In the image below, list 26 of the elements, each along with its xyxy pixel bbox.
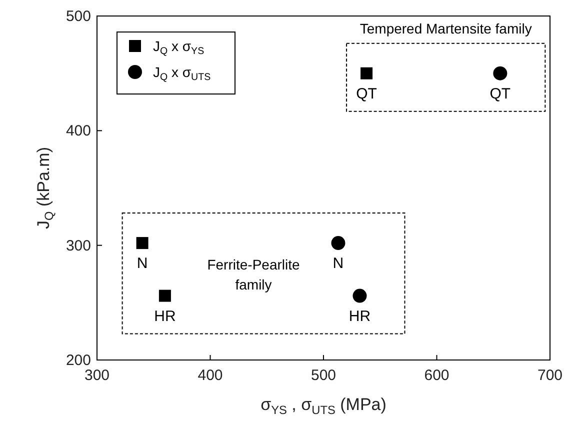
x-tick-label: 400 <box>198 367 223 384</box>
x-tick-label: 300 <box>84 367 110 384</box>
x-tick-label: 600 <box>424 367 450 384</box>
point <box>360 67 373 80</box>
annotation: HR <box>154 308 176 325</box>
x-tick-label: 500 <box>310 367 336 384</box>
point <box>158 290 171 302</box>
annotation: QT <box>356 85 377 102</box>
annotation: QT <box>490 85 511 102</box>
point <box>493 66 508 80</box>
y-tick-label: 400 <box>66 122 91 140</box>
x-axis-title: σ$_{YS}$ , σ$_{UTS}$ (MPa) <box>260 395 386 417</box>
annotation: Tempered Martensite family <box>360 20 532 36</box>
annotation: Ferrite-Pearlite family <box>207 256 300 292</box>
legend-label: J$_{Q}$ x σ$_{YS}$ <box>153 38 205 57</box>
annotation: N <box>332 255 344 272</box>
legend-label: J$_{Q}$ x σ$_{UTS}$ <box>153 64 212 83</box>
y-tick-label: 300 <box>66 237 91 254</box>
annotation: HR <box>348 308 371 325</box>
point <box>136 237 148 250</box>
y-tick-label: 500 <box>66 8 91 25</box>
y-tick-label: 200 <box>66 352 91 369</box>
point <box>352 288 367 303</box>
x-tick-label: 700 <box>537 367 563 384</box>
annotation: N <box>136 255 148 272</box>
point <box>331 236 346 250</box>
